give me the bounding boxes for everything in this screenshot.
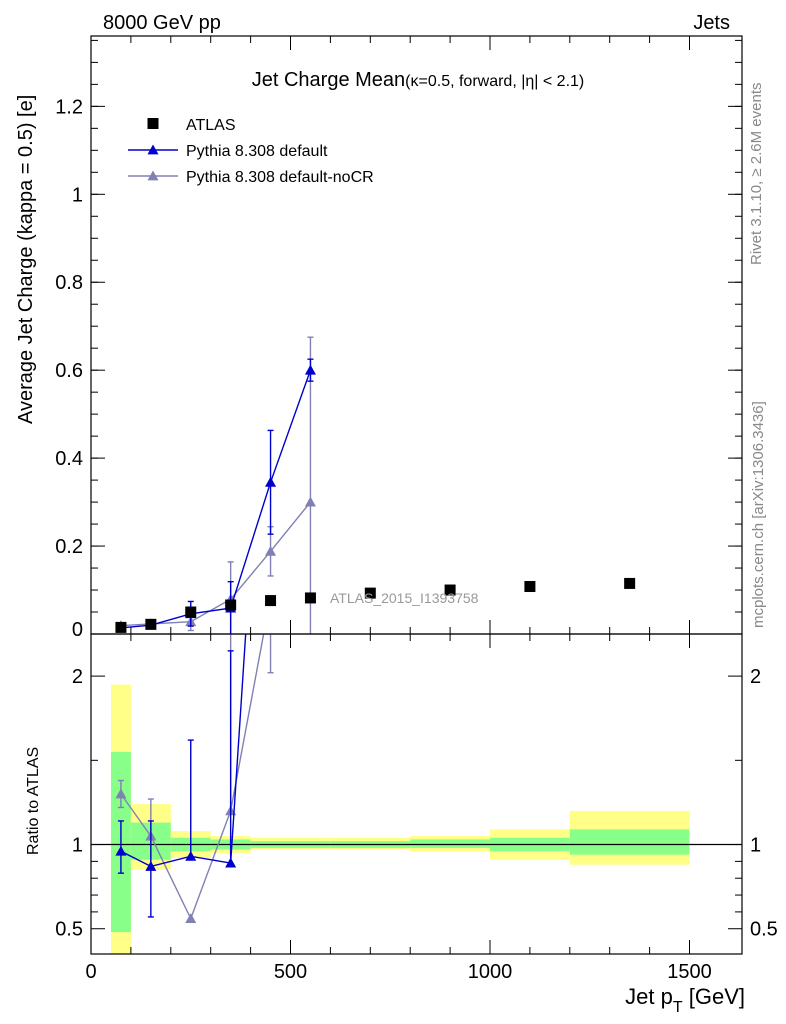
ratio-point-triangle bbox=[185, 913, 197, 924]
data-point-atlas bbox=[524, 581, 536, 593]
ratio-point-triangle bbox=[115, 845, 127, 856]
watermark: ATLAS_2015_I1393758 bbox=[330, 590, 479, 606]
data-point-atlas bbox=[185, 606, 197, 618]
ratio-plot-area bbox=[91, 250, 742, 954]
x-axis-label: Jet pT [GeV] bbox=[625, 984, 745, 1016]
data-point-atlas bbox=[225, 599, 237, 611]
data-point-atlas bbox=[444, 584, 456, 596]
main-ylabel: Average Jet Charge (kappa = 0.5) [e] bbox=[15, 95, 37, 424]
ratio-ytick-label-right: 2 bbox=[750, 666, 761, 688]
ratio-point-triangle bbox=[225, 857, 237, 868]
main-ytick-label: 0.2 bbox=[55, 536, 83, 558]
ratio-ylabel: Ratio to ATLAS bbox=[25, 747, 42, 855]
main-axes: 0 0.2 0.4 0.6 0.8 1 1.2 bbox=[55, 36, 742, 641]
ratio-frame bbox=[90, 633, 743, 955]
ratio-point-triangle bbox=[265, 250, 276, 260]
ratio-ytick-label-left: 0.5 bbox=[55, 919, 83, 941]
main-ytick-label: 0.4 bbox=[55, 448, 83, 470]
legend-label-pythia-nocr: Pythia 8.308 default-noCR bbox=[186, 169, 374, 186]
ratio-band-green bbox=[569, 829, 690, 855]
data-point-triangle bbox=[304, 364, 316, 375]
legend-marker-pythia-default bbox=[147, 144, 159, 155]
legend-label-atlas: ATLAS bbox=[186, 117, 236, 134]
legend-label-pythia-default: Pythia 8.308 default bbox=[186, 143, 328, 160]
ratio-ytick-label-right: 0.5 bbox=[750, 919, 778, 941]
data-point-atlas bbox=[145, 618, 157, 630]
ratio-xtick-label: 500 bbox=[274, 961, 307, 983]
ratio-axes: 0.5 0.5 1 1 2 2 0 500 1000 1500 bbox=[55, 634, 778, 983]
ratio-ytick-label-left: 1 bbox=[72, 835, 83, 857]
mcplots-label: mcplots.cern.ch [arXiv:1306.3436] bbox=[750, 401, 767, 628]
series-line-pythia-8-308-default-nocr bbox=[120, 501, 311, 627]
data-point-atlas bbox=[265, 595, 277, 607]
main-title: Jet Charge Mean(κ=0.5, forward, |η| < 2.… bbox=[252, 69, 584, 91]
ratio-xtick-label: 0 bbox=[85, 961, 96, 983]
legend: ATLAS Pythia 8.308 default Pythia 8.308 de… bbox=[128, 117, 374, 186]
ratio-point-triangle bbox=[185, 850, 197, 861]
main-title-text: Jet Charge Mean bbox=[252, 69, 405, 91]
ratio-band-green bbox=[410, 839, 490, 848]
main-title-sub: (κ=0.5, forward, |η| < 2.1) bbox=[405, 73, 584, 90]
ratio-xtick-label: 1500 bbox=[667, 961, 712, 983]
ratio-point-triangle bbox=[145, 860, 157, 871]
main-plot-area bbox=[115, 336, 636, 634]
rivet-label: Rivet 3.1.10, ≥ 2.6M events bbox=[748, 83, 765, 266]
legend-marker-pythia-nocr bbox=[147, 170, 159, 181]
data-point-atlas bbox=[364, 587, 376, 599]
legend-marker-atlas bbox=[147, 118, 159, 129]
main-ytick-label: 0.6 bbox=[55, 360, 83, 382]
main-ytick-label: 0.8 bbox=[55, 272, 83, 294]
data-point-atlas bbox=[304, 592, 316, 604]
ratio-panel: 0.5 0.5 1 1 2 2 0 500 1000 1500 Ratio to ATLAS bbox=[25, 250, 778, 983]
ratio-line-pythia-8-308-default bbox=[120, 634, 247, 868]
series-line-pythia-8-308-default bbox=[120, 369, 312, 629]
main-ytick-label: 1.2 bbox=[55, 96, 83, 118]
ratio-point-triangle bbox=[115, 788, 127, 799]
ratio-ytick-label-left: 2 bbox=[72, 666, 83, 688]
data-point-triangle bbox=[265, 476, 277, 487]
ratio-line-pythia-8-308-default-nocr bbox=[120, 634, 265, 921]
ratio-xtick-label: 1000 bbox=[468, 961, 513, 983]
data-point-atlas bbox=[624, 577, 636, 589]
data-point-triangle bbox=[265, 545, 277, 556]
ratio-ytick-label-right: 1 bbox=[750, 835, 761, 857]
data-point-triangle bbox=[304, 496, 316, 507]
main-ytick-label: 0 bbox=[72, 619, 83, 641]
main-panel: 0 0.2 0.4 0.6 0.8 1 1.2 Jet Charge Mean(κ=0.5,… bbox=[15, 35, 743, 641]
data-point-atlas bbox=[115, 621, 127, 633]
header-left: 8000 GeV pp bbox=[103, 12, 221, 34]
header-right: Jets bbox=[693, 12, 730, 34]
main-ytick-label: 1 bbox=[72, 184, 83, 206]
